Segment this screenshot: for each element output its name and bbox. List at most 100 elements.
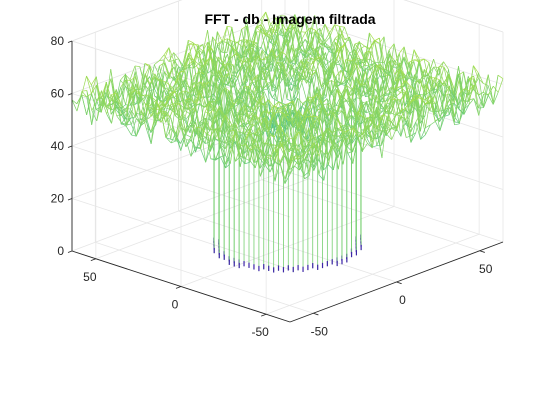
surface-edge (190, 127, 197, 157)
surface-edge (279, 141, 286, 152)
surface-edge (180, 104, 186, 133)
surface-edge (305, 42, 311, 53)
surface-edge (197, 50, 204, 59)
surface-edge (193, 60, 200, 71)
surface-edge (121, 110, 127, 115)
surface-edge (355, 78, 362, 97)
surface-edge (425, 124, 431, 135)
surface-edge (229, 104, 235, 109)
surface-edge (366, 101, 372, 113)
surface-edge (253, 85, 259, 93)
surface-edge (278, 124, 285, 133)
surface-edge (331, 89, 338, 108)
surface-edge (478, 72, 484, 84)
surface-edge (321, 98, 328, 105)
surface-edge (354, 42, 360, 45)
surface-edge (229, 125, 236, 133)
surface-edge (140, 85, 146, 96)
surface-edge (289, 16, 296, 23)
surface-edge (289, 159, 296, 175)
surface-edge (439, 109, 446, 131)
surface-edge (277, 106, 283, 108)
surface-edge (293, 111, 299, 119)
surface-edge (359, 42, 365, 47)
surface-edge (306, 68, 312, 76)
surface-edge (183, 85, 190, 106)
surface-edge (174, 92, 181, 103)
surface-edge (458, 79, 465, 110)
surface-edge (379, 63, 386, 96)
surface-edge (259, 150, 266, 166)
surface-edge (410, 132, 417, 137)
surface-edge (261, 31, 267, 36)
surface-edge (350, 97, 357, 110)
x-tick-mark (313, 312, 319, 316)
surface-edge (424, 99, 431, 104)
surface-edge (324, 23, 331, 38)
surface-edge (164, 81, 171, 86)
surface-edge (321, 70, 327, 88)
surface-edge (76, 91, 83, 112)
surface-edge (305, 58, 311, 69)
surface-edge (248, 111, 255, 118)
surface-edge (265, 27, 272, 36)
surface-edge (272, 81, 278, 102)
surface-edge (380, 93, 386, 109)
surface-edge (235, 146, 241, 162)
surface-edge (159, 81, 166, 121)
surface-edge (359, 52, 366, 69)
surface-edge (239, 138, 246, 146)
surface-edge (319, 38, 326, 47)
surface-edge (313, 124, 319, 153)
surface-edge (252, 55, 258, 83)
surface-edge (355, 76, 362, 86)
surface-edge (241, 25, 247, 30)
surface-edge (419, 83, 426, 113)
surface-edge (410, 122, 417, 143)
surface-edge (329, 24, 335, 38)
surface-edge (153, 64, 160, 76)
surface-edge (217, 56, 224, 63)
surface-edge (249, 138, 256, 150)
surface-edge (263, 99, 269, 106)
surface-edge (323, 133, 329, 161)
surface-edge (244, 128, 250, 135)
surface-edge (318, 147, 325, 154)
surface-edge (391, 121, 397, 132)
surface-edge (424, 95, 431, 100)
surface-edge (251, 48, 257, 63)
surface-edge (374, 64, 381, 68)
surface-edge (243, 105, 250, 117)
surface-edge (222, 41, 228, 43)
surface-edge (326, 83, 332, 108)
surface-edge (120, 73, 126, 109)
surface-edge (415, 122, 421, 140)
surface-edge (395, 89, 401, 115)
surface-edge (284, 141, 290, 152)
surface-edge (488, 85, 494, 95)
surface-edge (333, 144, 339, 170)
surface-edge (405, 80, 411, 87)
surface-edge (439, 115, 446, 119)
surface-edge (318, 174, 325, 181)
surface-edge (170, 128, 177, 133)
surface-edge (325, 61, 332, 81)
surface-edge (278, 101, 284, 106)
surface-edge (183, 52, 189, 68)
surface-edge (259, 156, 266, 177)
surface-edge (282, 104, 289, 114)
surface-edge (219, 115, 226, 128)
surface-edge (304, 19, 311, 34)
surface-edge (232, 40, 238, 43)
surface-edge (207, 49, 214, 65)
surface-edge (433, 66, 439, 68)
surface-edge (317, 94, 323, 105)
surface-edge (434, 77, 440, 95)
surface-edge (261, 56, 268, 61)
surface-edge (288, 117, 294, 142)
surface-edge (174, 72, 180, 93)
surface-edge (284, 151, 291, 175)
surface-edge (198, 57, 204, 65)
surface-edge (388, 43, 395, 51)
surface-edge (184, 90, 190, 94)
